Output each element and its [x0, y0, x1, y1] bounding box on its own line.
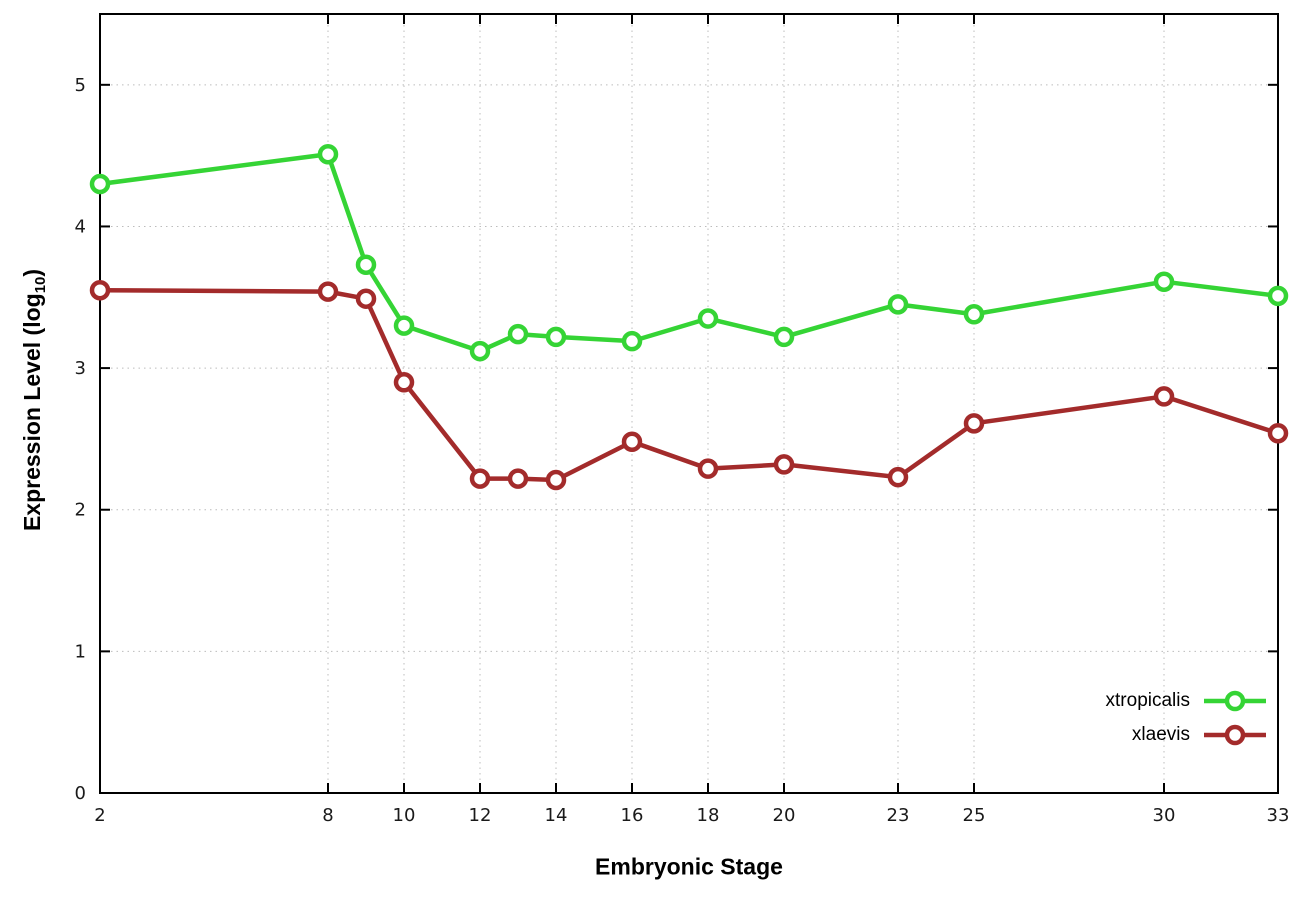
- y-tick-label: 0: [75, 783, 86, 804]
- y-axis-label-suffix: ): [19, 268, 45, 277]
- data-point-xlaevis: [545, 469, 567, 491]
- data-point-xlaevis: [963, 413, 985, 434]
- y-axis-label-text: Expression Level (log: [19, 293, 45, 532]
- data-point-xlaevis: [89, 279, 111, 301]
- legend-label: xtropicalis: [1105, 690, 1190, 711]
- data-point-xlaevis: [507, 468, 529, 489]
- x-tick-label: 25: [963, 805, 986, 826]
- x-tick-label: 30: [1153, 805, 1176, 826]
- data-point-xlaevis: [773, 454, 795, 475]
- x-tick-label: 2: [94, 805, 105, 826]
- legend-line-marker-icon: [1204, 724, 1266, 746]
- legend-line-marker-icon: [1204, 690, 1266, 712]
- data-point-xtropicalis: [89, 173, 111, 195]
- data-point-xlaevis: [1267, 422, 1289, 444]
- legend-item: xlaevis: [1132, 718, 1268, 752]
- legend-label: xlaevis: [1131, 724, 1190, 745]
- x-tick-label: 16: [621, 805, 644, 826]
- data-point-xtropicalis: [1267, 285, 1289, 307]
- data-point-xtropicalis: [963, 304, 985, 325]
- series-line-xlaevis: [97, 287, 1281, 483]
- x-tick-label: 14: [545, 805, 568, 826]
- data-point-xlaevis: [1153, 386, 1175, 407]
- y-axis-label-subscript: 10: [32, 276, 49, 294]
- y-tick-label: 2: [75, 500, 86, 521]
- x-tick-label: 33: [1267, 805, 1290, 826]
- data-point-xtropicalis: [355, 254, 377, 275]
- data-point-xtropicalis: [621, 330, 643, 352]
- data-point-xlaevis: [469, 468, 491, 489]
- data-point-xlaevis: [887, 466, 909, 488]
- x-axis-label: Embryonic Stage: [595, 853, 783, 880]
- data-point-xtropicalis: [317, 143, 339, 165]
- data-point-xtropicalis: [545, 326, 567, 348]
- legend: xtropicalis xlaevis: [1106, 684, 1268, 752]
- data-point-xlaevis: [317, 281, 339, 302]
- x-tick-label: 18: [697, 805, 720, 826]
- data-point-xlaevis: [697, 458, 719, 479]
- series-line-xtropicalis: [97, 151, 1281, 354]
- data-point-xtropicalis: [393, 315, 415, 336]
- y-tick-label: 1: [75, 641, 86, 662]
- data-point-xlaevis: [393, 372, 415, 393]
- data-point-xtropicalis: [507, 323, 529, 345]
- y-axis-label: Expression Level (log10): [19, 269, 49, 531]
- y-tick-label: 3: [75, 358, 86, 379]
- data-point-xtropicalis: [469, 340, 491, 362]
- x-tick-label: 23: [887, 805, 910, 826]
- data-point-xtropicalis: [697, 308, 719, 329]
- x-tick-label: 20: [773, 805, 796, 826]
- y-tick-label: 4: [75, 216, 86, 237]
- data-point-xtropicalis: [887, 294, 909, 315]
- data-point-xtropicalis: [1153, 271, 1175, 292]
- y-tick-label: 5: [75, 75, 86, 96]
- data-point-xtropicalis: [773, 326, 795, 348]
- x-tick-label: 10: [393, 805, 416, 826]
- legend-item: xtropicalis: [1106, 684, 1268, 718]
- x-tick-label: 12: [469, 805, 492, 826]
- x-tick-label: 8: [322, 805, 333, 826]
- data-point-xlaevis: [621, 431, 643, 452]
- data-point-xlaevis: [355, 288, 377, 309]
